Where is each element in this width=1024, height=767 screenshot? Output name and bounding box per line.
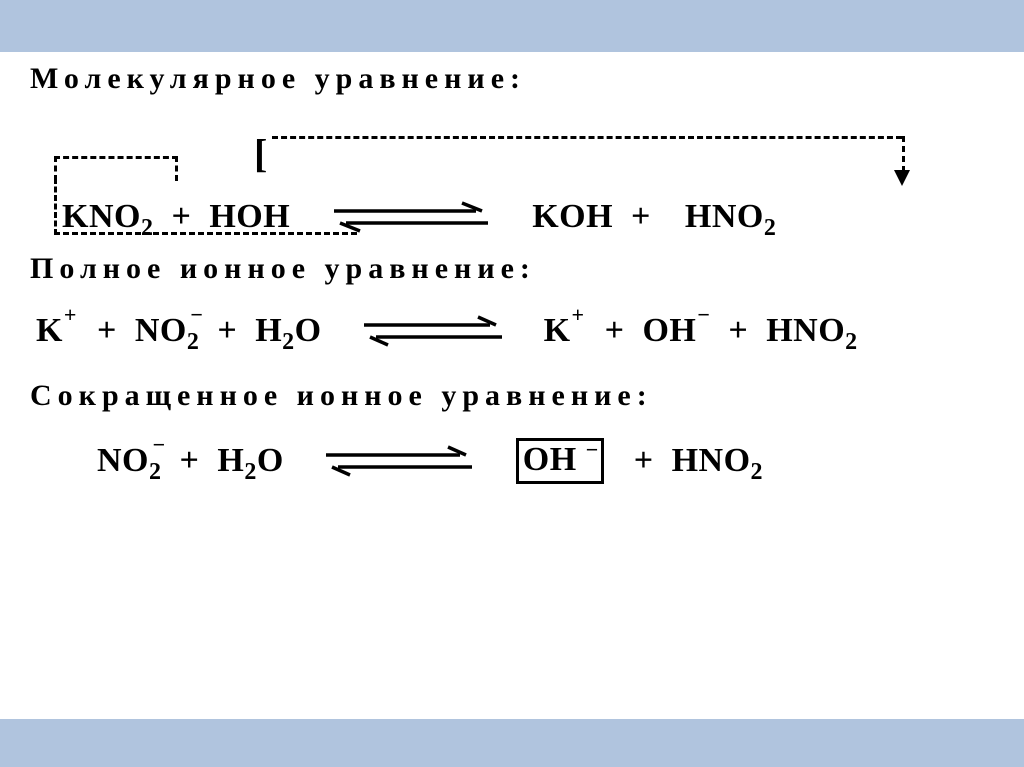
plus-sign: + <box>97 312 117 350</box>
plus-sign: + <box>180 442 200 480</box>
ion-OH-minus: OH− <box>642 312 696 350</box>
dashed-box-reactants-top <box>54 156 178 181</box>
ion-NO2-minus-left: NO2− <box>135 312 200 350</box>
top-banner <box>0 0 1024 52</box>
ion-NO2-minus: NO2− <box>97 442 162 480</box>
equilibrium-arrow-icon <box>358 311 508 351</box>
plus-sign: + <box>171 198 191 236</box>
dashed-arrowhead-icon <box>894 170 910 186</box>
plus-sign: + <box>217 312 237 350</box>
product-HNO2: HNO2 <box>672 442 763 480</box>
ion-OH-minus-boxed: OH− . <box>516 438 604 484</box>
reactant-KNO2: KNO2 <box>62 198 153 236</box>
reactant-HOH: HOH <box>209 198 290 236</box>
reactant-H2O: H2O <box>255 312 321 350</box>
plus-sign: + <box>728 312 748 350</box>
equation-full-ionic: K+ + NO2− + H2O K+ + OH− + HNO2 <box>24 311 994 351</box>
plus-sign: + <box>605 312 625 350</box>
reactant-H2O: H2O <box>217 442 283 480</box>
content-area: Молекулярное уравнение: [ KNO2 + HOH <box>0 52 1024 484</box>
heading-molecular: Молекулярное уравнение: <box>30 62 994 96</box>
bottom-banner <box>0 719 1024 767</box>
equilibrium-arrow-icon <box>320 441 480 481</box>
product-HNO2: HNO2 <box>766 312 857 350</box>
equation-net-ionic: NO2− + H2O OH− . + HNO2 <box>85 438 994 484</box>
product-KOH: KOH <box>532 198 613 236</box>
heading-full-ionic: Полное ионное уравнение: <box>30 252 994 286</box>
plus-sign: + <box>634 442 654 480</box>
ion-K-plus-right: K+ <box>544 312 571 350</box>
equation-molecular: KNO2 + HOH KOH + HNO2 <box>50 197 788 237</box>
dashed-arrow-vertical <box>902 136 905 172</box>
equilibrium-arrow-icon <box>326 197 496 237</box>
bracket-open: [ <box>254 130 267 177</box>
product-HNO2: HNO2 <box>685 198 776 236</box>
plus-sign: + <box>631 198 651 236</box>
dashed-arrow-horizontal <box>272 136 902 139</box>
ion-K-plus-left: K+ <box>36 312 63 350</box>
heading-net-ionic: Сокращенное ионное уравнение: <box>30 379 994 413</box>
